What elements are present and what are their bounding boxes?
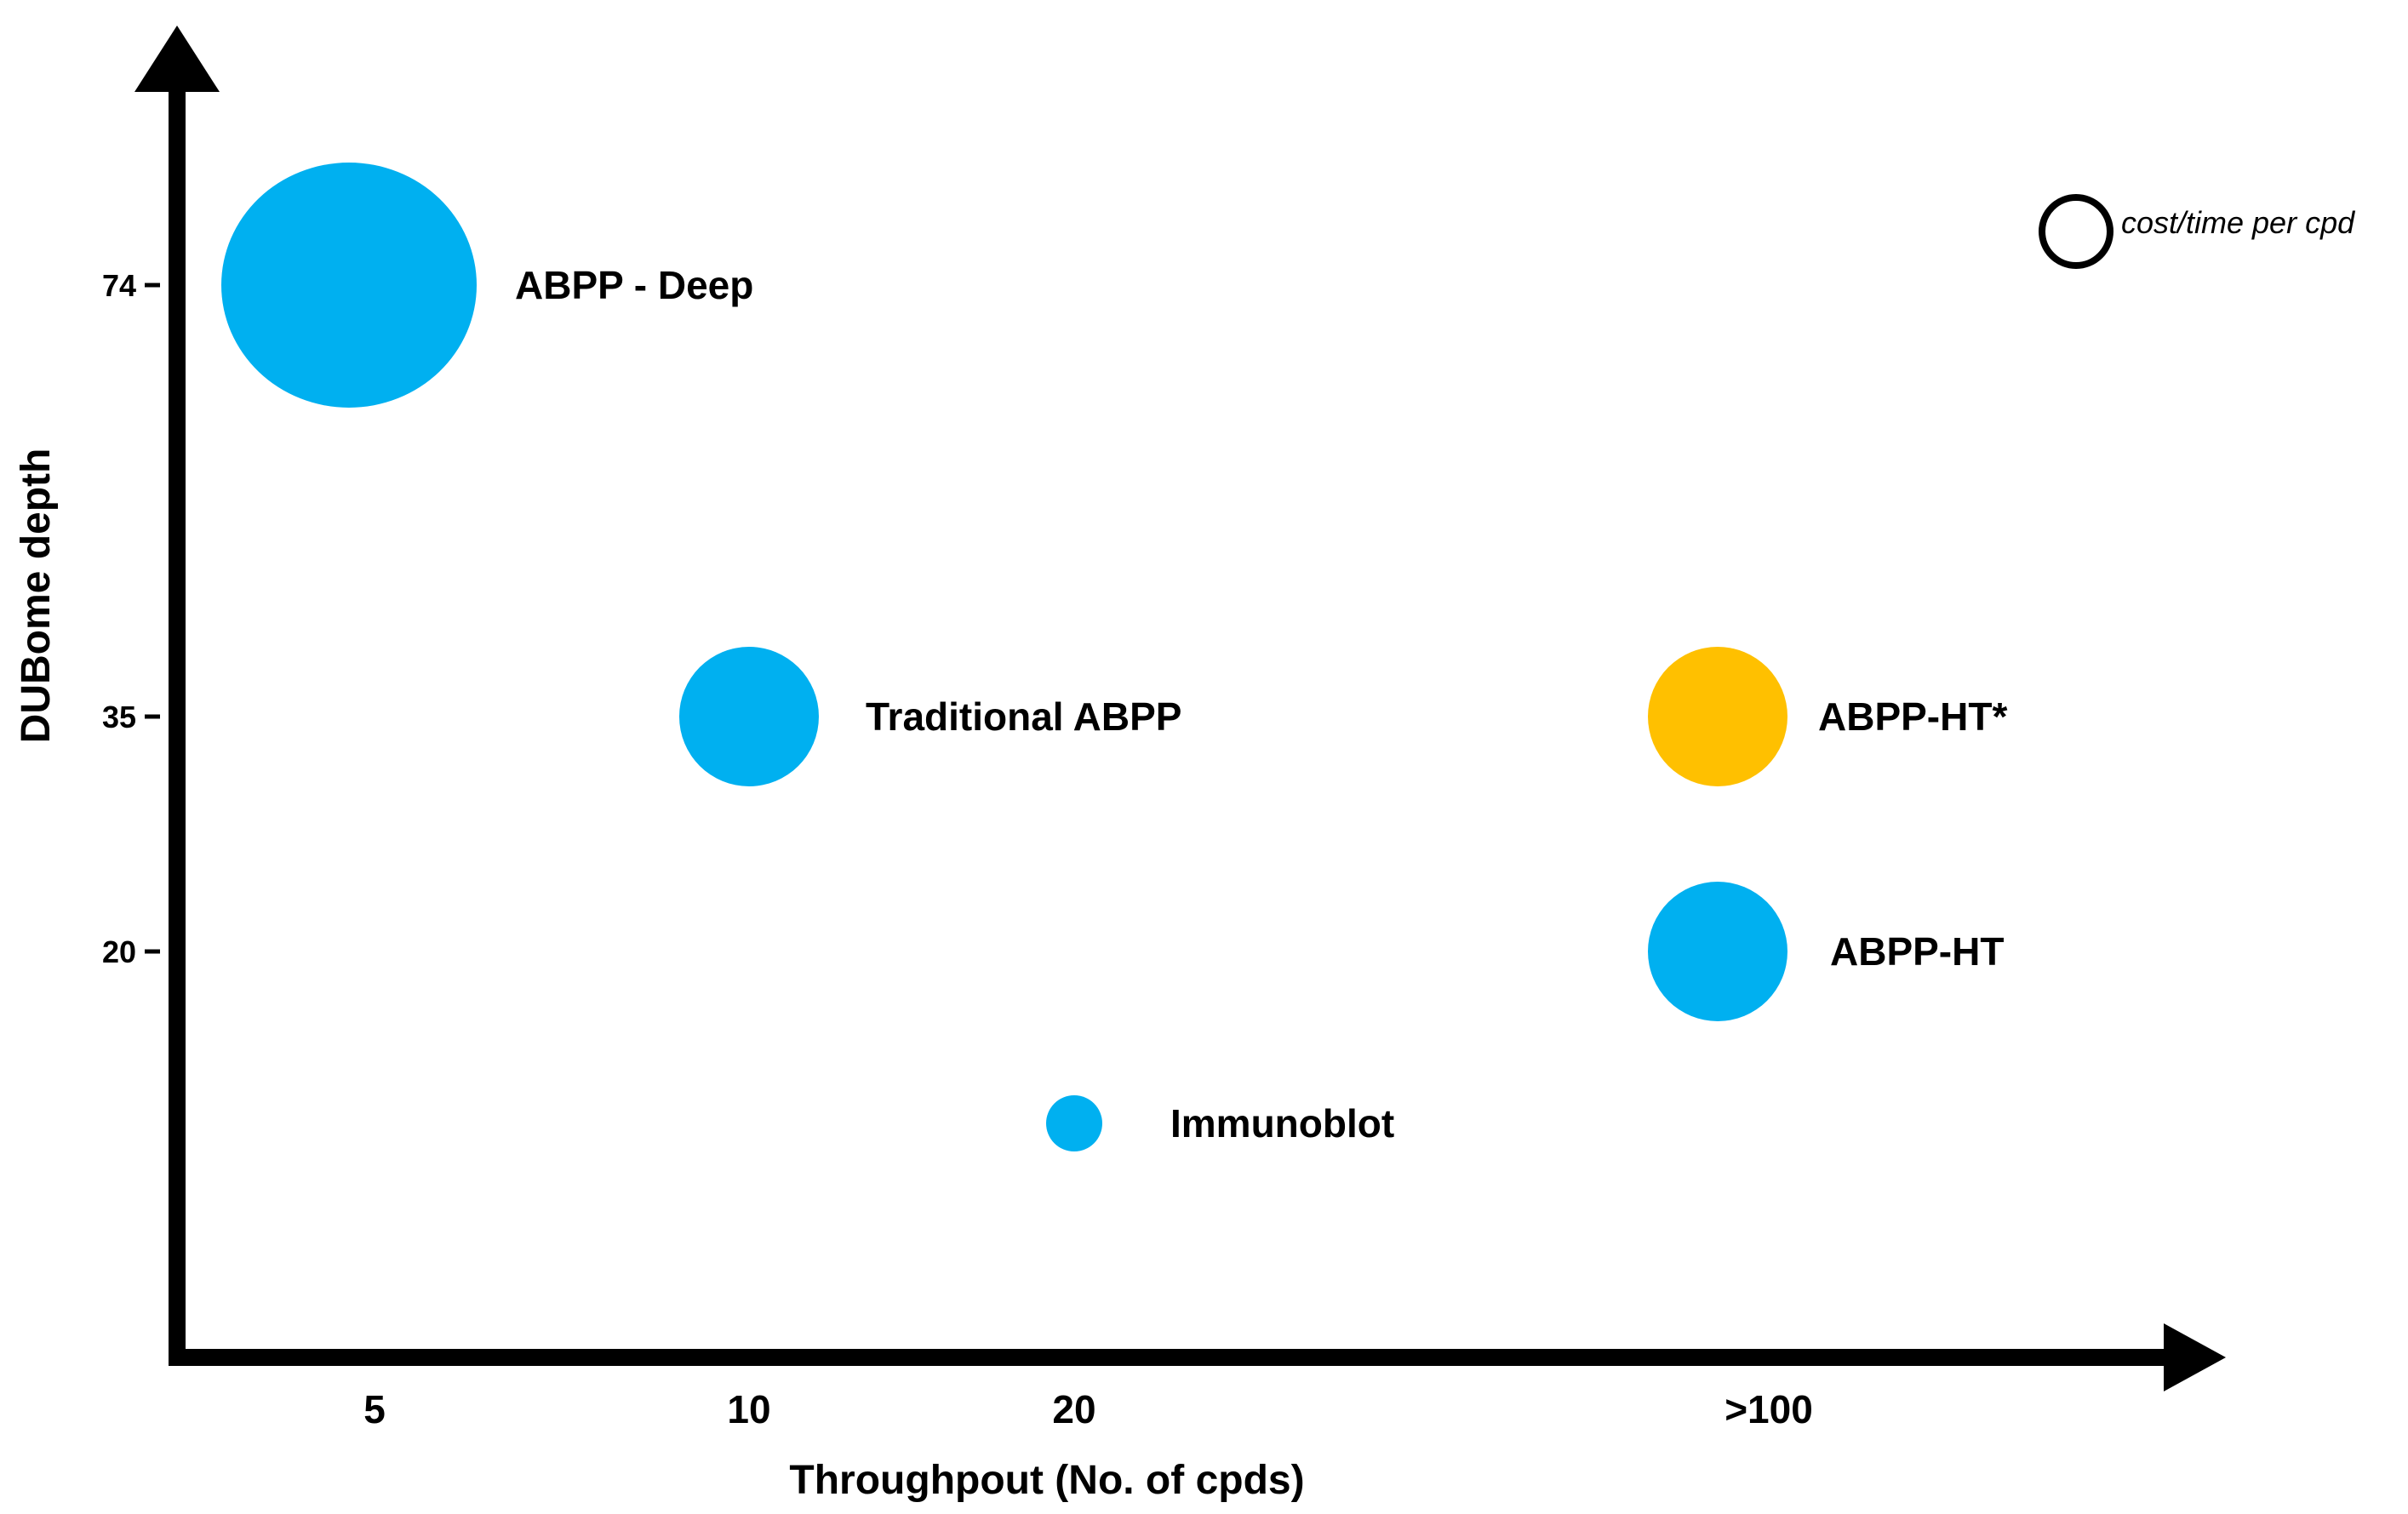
x-axis-title: Throughpout (No. of cpds) <box>789 1458 1304 1503</box>
y-ticks: 74 35 20 <box>102 268 160 969</box>
bubble-abpp-ht <box>1648 647 1787 786</box>
bubble-label: ABPP-HT* <box>1818 694 2007 739</box>
x-axis-arrow <box>2164 1323 2226 1391</box>
x-tick-label: 5 <box>363 1387 386 1431</box>
bubble-abpp-ht <box>1648 882 1787 1021</box>
y-tick-label: 20 <box>102 934 136 969</box>
legend-label: cost/time per cpd <box>2121 205 2355 240</box>
axes <box>134 26 2226 1391</box>
y-axis-title: DUBome depth <box>14 448 59 744</box>
bubble-label: Immunoblot <box>1170 1101 1394 1145</box>
y-tick-label: 74 <box>102 268 136 303</box>
bubble-label: ABPP-HT <box>1830 929 2004 974</box>
y-tick-label: 35 <box>102 700 136 734</box>
bubbles: ABPP - Deep Traditional ABPP ABPP-HT* ABPP-… <box>221 163 2007 1151</box>
bubble-abpp-deep <box>221 163 477 408</box>
bubble-label: ABPP - Deep <box>515 263 753 307</box>
legend: cost/time per cpd <box>2039 194 2355 269</box>
x-ticks: 5 10 20 >100 <box>363 1387 1813 1431</box>
bubble-label: Traditional ABPP <box>866 694 1181 739</box>
x-tick-label: >100 <box>1724 1387 1813 1431</box>
legend-size-marker <box>2039 194 2113 269</box>
x-tick-label: 10 <box>727 1387 770 1431</box>
bubble-immunoblot <box>1046 1095 1102 1151</box>
y-axis-arrow <box>134 26 220 92</box>
bubble-traditional-abpp <box>679 647 819 786</box>
x-tick-label: 20 <box>1052 1387 1095 1431</box>
